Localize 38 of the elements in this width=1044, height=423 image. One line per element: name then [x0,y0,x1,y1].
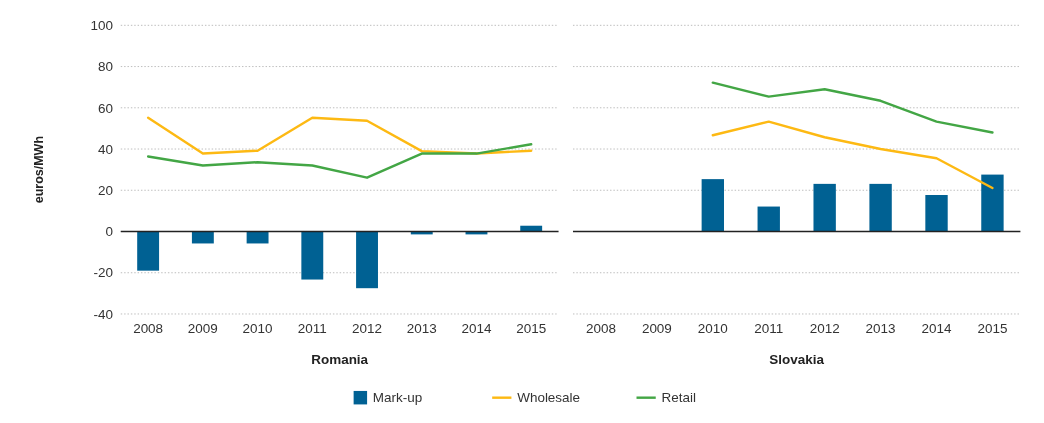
x-tick-label: 2009 [641,321,672,337]
x-tick-label: 2014 [921,321,952,337]
y-tick-label: -20 [93,265,114,281]
y-tick-label: 100 [90,18,114,34]
y-tick-label: -40 [93,306,114,322]
bar [757,206,780,232]
x-axis-title: Romania [311,352,369,367]
x-tick-label: 2009 [187,321,218,337]
x-tick-label: 2015 [977,321,1008,337]
x-tick-label: 2013 [865,321,896,337]
legend-label: Retail [661,390,696,406]
y-tick-label: 60 [98,100,114,116]
y-tick-label: 40 [98,141,114,157]
x-tick-label: 2010 [697,321,728,337]
bar [925,195,948,232]
x-tick-label: 2014 [461,321,492,337]
x-tick-label: 2013 [406,321,437,337]
y-axis-title: euros/MWh [31,135,46,204]
x-tick-label: 2015 [516,321,547,337]
x-tick-label: 2008 [133,321,164,337]
legend-label: Wholesale [517,390,581,406]
bar [981,174,1004,232]
line-series [146,143,533,179]
legend-label: Mark-up [372,390,423,406]
x-tick-label: 2011 [297,321,327,337]
x-tick-label: 2010 [242,321,273,337]
bar [813,183,836,232]
x-tick-label: 2012 [352,321,383,337]
x-tick-label: 2012 [809,321,840,337]
x-axis-title: Slovakia [769,352,825,367]
y-tick-label: 0 [105,224,114,240]
x-tick-label: 2011 [754,321,784,337]
y-tick-label: 80 [98,59,114,75]
y-tick-label: 20 [98,182,114,198]
bar [869,183,892,232]
line-series [146,116,533,155]
bar [701,179,724,232]
x-tick-label: 2008 [585,321,616,337]
